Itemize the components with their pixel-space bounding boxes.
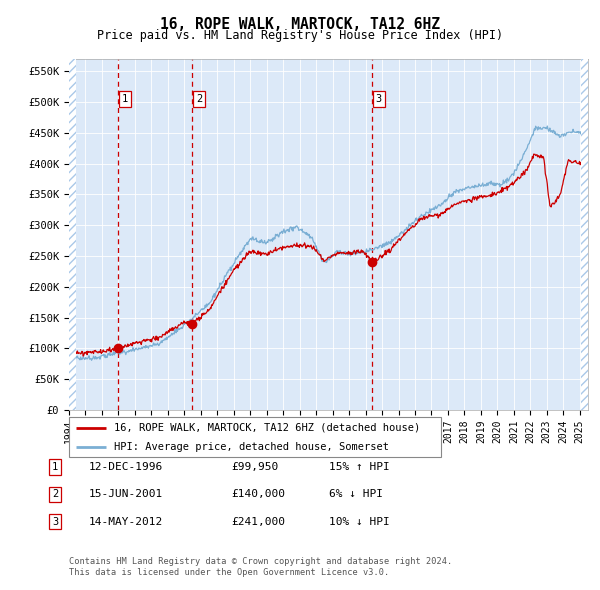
Text: HPI: Average price, detached house, Somerset: HPI: Average price, detached house, Some… xyxy=(113,442,389,452)
FancyBboxPatch shape xyxy=(69,417,441,457)
Bar xyxy=(69,59,76,410)
Text: £99,950: £99,950 xyxy=(231,463,278,472)
Text: 15-JUN-2001: 15-JUN-2001 xyxy=(89,490,163,499)
Text: 10% ↓ HPI: 10% ↓ HPI xyxy=(329,517,389,526)
Text: £140,000: £140,000 xyxy=(231,490,285,499)
Text: 3: 3 xyxy=(376,94,382,104)
Text: 15% ↑ HPI: 15% ↑ HPI xyxy=(329,463,389,472)
Text: 1: 1 xyxy=(52,463,58,472)
Text: This data is licensed under the Open Government Licence v3.0.: This data is licensed under the Open Gov… xyxy=(69,568,389,577)
Text: 16, ROPE WALK, MARTOCK, TA12 6HZ (detached house): 16, ROPE WALK, MARTOCK, TA12 6HZ (detach… xyxy=(113,423,420,433)
Bar xyxy=(581,59,589,410)
Text: 12-DEC-1996: 12-DEC-1996 xyxy=(89,463,163,472)
Text: 14-MAY-2012: 14-MAY-2012 xyxy=(89,517,163,526)
Text: 6% ↓ HPI: 6% ↓ HPI xyxy=(329,490,383,499)
Text: Price paid vs. HM Land Registry's House Price Index (HPI): Price paid vs. HM Land Registry's House … xyxy=(97,30,503,42)
Text: £241,000: £241,000 xyxy=(231,517,285,526)
Text: 2: 2 xyxy=(52,490,58,499)
Text: Contains HM Land Registry data © Crown copyright and database right 2024.: Contains HM Land Registry data © Crown c… xyxy=(69,558,452,566)
Text: 3: 3 xyxy=(52,517,58,526)
Text: 16, ROPE WALK, MARTOCK, TA12 6HZ: 16, ROPE WALK, MARTOCK, TA12 6HZ xyxy=(160,17,440,31)
Text: 2: 2 xyxy=(196,94,202,104)
Text: 1: 1 xyxy=(122,94,128,104)
